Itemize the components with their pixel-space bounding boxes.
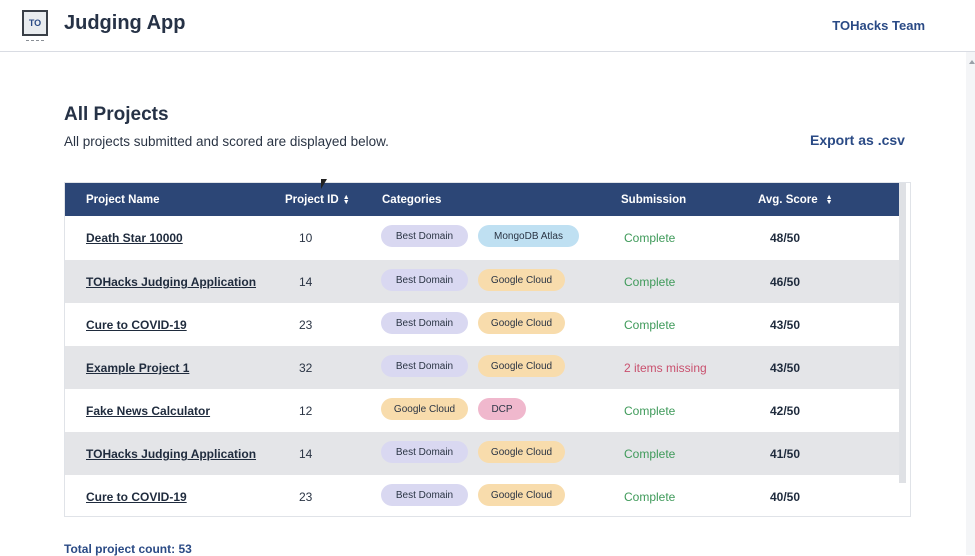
team-menu[interactable]: TOHacks Team [832,18,925,33]
project-id: 23 [299,490,313,504]
project-id: 32 [299,361,313,375]
table-row[interactable]: Fake News Calculator 12 Google Cloud DCP Com… [65,389,900,432]
total-project-count: Total project count: 53 [64,542,192,556]
submission-status: Complete [624,318,676,332]
project-name-link[interactable]: Fake News Calculator [86,404,211,418]
project-id: 23 [299,318,313,332]
category-badge: Best Domain [381,225,468,247]
page-title: All Projects [64,104,169,125]
submission-status: Complete [624,447,676,461]
submission-status: Complete [624,275,676,289]
table-row[interactable]: TOHacks Judging Application 14 Best Domain… [65,260,900,303]
project-id: 14 [299,447,313,461]
avg-score: 43/50 [770,361,801,375]
category-badge: Google Cloud [478,484,565,506]
avg-score: 41/50 [770,447,801,461]
project-name-link[interactable]: Death Star 10000 [86,231,183,245]
top-bar: TO Judging App TOHacks Team [0,0,975,52]
avg-score: 48/50 [770,231,801,245]
project-name-link[interactable]: Cure to COVID-19 [86,490,187,504]
header-submission: Submission [621,194,687,206]
sort-icon[interactable]: ▲ ▼ [342,193,350,206]
project-name-link[interactable]: TOHacks Judging Application [86,275,257,289]
avg-score: 42/50 [770,404,801,418]
category-badge: Best Domain [381,269,468,291]
project-id: 14 [299,275,313,289]
project-id: 10 [299,231,313,245]
table-row[interactable]: Example Project 1 32 Best Domain Google Clo… [65,346,900,389]
project-name-link[interactable]: Example Project 1 [86,361,190,375]
submission-status: 2 items missing [624,361,707,375]
page-subtitle: All projects submitted and scored are di… [64,134,389,149]
category-badge: Best Domain [381,441,468,463]
header-project-id-label: Project ID [285,194,339,206]
table-row[interactable]: Cure to COVID-19 23 Best Domain Google Clou… [65,475,900,516]
header-project-name: Project Name [86,194,160,206]
app-logo[interactable]: TO [22,10,48,41]
projects-table: Project Name Project ID ▲ ▼ Categories Sub… [64,182,911,517]
project-name-link[interactable]: TOHacks Judging Application [86,447,257,461]
category-badge: Best Domain [381,484,468,506]
category-badge: Google Cloud [478,312,565,334]
submission-status: Complete [624,231,676,245]
submission-status: Complete [624,404,676,418]
category-badge: Google Cloud [478,355,565,377]
table-header: Project Name Project ID ▲ ▼ Categories Sub… [65,183,900,216]
category-badge: Google Cloud [478,441,565,463]
table-row[interactable]: TOHacks Judging Application 14 Best Domain… [65,432,900,475]
app-title: Judging App [64,12,186,34]
scroll-up-arrow-icon[interactable] [969,60,975,64]
project-name-link[interactable]: Cure to COVID-19 [86,318,187,332]
avg-score: 40/50 [770,490,801,504]
table-scrollbar[interactable] [899,183,906,483]
category-badge: Best Domain [381,312,468,334]
category-badge: Best Domain [381,355,468,377]
header-categories: Categories [382,194,442,206]
category-badge: MongoDB Atlas [478,225,579,247]
sort-icon[interactable]: ▲ ▼ [825,193,833,206]
avg-score: 43/50 [770,318,801,332]
export-csv-button[interactable]: Export as .csv [810,132,905,148]
submission-status: Complete [624,490,676,504]
mouse-cursor-icon [321,179,327,189]
header-avg-score[interactable]: Avg. Score ▲ ▼ [758,194,833,206]
project-id: 12 [299,404,313,418]
category-badge: Google Cloud [478,269,565,291]
header-project-id[interactable]: Project ID ▲ ▼ [285,194,350,206]
page-scrollbar[interactable] [966,52,975,555]
header-avg-score-label: Avg. Score [758,194,818,206]
table-row[interactable]: Cure to COVID-19 23 Best Domain Google Clou… [65,303,900,346]
category-badge: DCP [478,398,526,420]
avg-score: 46/50 [770,275,801,289]
table-row[interactable]: Death Star 10000 10 Best Domain MongoDB Atl… [65,216,900,259]
category-badge: Google Cloud [381,398,468,420]
